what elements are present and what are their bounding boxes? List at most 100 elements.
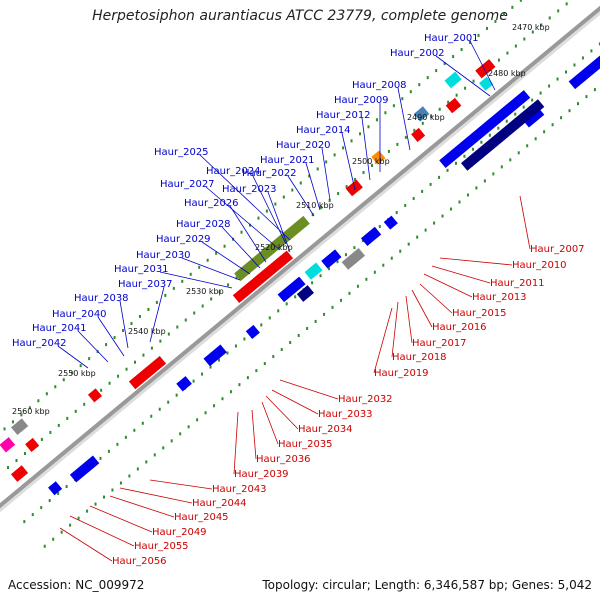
gene-label-haur_2018: Haur_2018: [392, 352, 447, 363]
tick-mark: [477, 33, 480, 37]
tick-mark: [86, 509, 89, 513]
tick-mark: [260, 323, 263, 327]
tick-mark: [274, 202, 277, 206]
leader-line: [411, 289, 433, 328]
leader-line: [431, 265, 491, 284]
tick-layer: [3, 0, 600, 548]
tick-mark: [107, 449, 110, 453]
kbp-label: 2540 kbp: [128, 327, 166, 336]
tick-mark: [43, 544, 46, 548]
tick-mark: [299, 181, 302, 185]
leader-line: [199, 154, 291, 241]
tick-mark: [130, 322, 133, 326]
kbp-label: 2550 kbp: [58, 369, 96, 378]
tick-mark: [497, 126, 500, 130]
tick-mark: [565, 2, 568, 6]
tick-mark: [314, 319, 317, 323]
tick-mark: [172, 286, 175, 290]
tick-mark: [71, 371, 74, 375]
tick-mark: [466, 193, 469, 197]
leader-line: [267, 191, 291, 253]
leader-line: [341, 132, 356, 191]
tick-mark: [201, 304, 204, 308]
leader-line: [305, 162, 321, 211]
leader-line: [221, 226, 261, 269]
tick-mark: [20, 413, 23, 417]
tick-mark: [367, 125, 370, 129]
gene-label-haur_2017: Haur_2017: [412, 338, 467, 349]
tick-mark: [57, 492, 60, 496]
gene-feature: [128, 355, 167, 390]
tick-mark: [198, 265, 201, 269]
tick-mark: [294, 295, 297, 299]
tick-mark: [196, 418, 199, 422]
tick-mark: [429, 182, 432, 186]
leader-line: [397, 87, 411, 151]
tick-mark: [454, 161, 457, 165]
tick-mark: [337, 192, 340, 196]
tick-mark: [399, 249, 402, 253]
gene-feature: [371, 150, 386, 165]
gene-feature: [479, 76, 494, 91]
tick-mark: [128, 474, 131, 478]
tick-mark: [509, 158, 512, 162]
tick-mark: [215, 251, 218, 255]
tick-mark: [370, 163, 373, 167]
leader-line: [159, 271, 233, 289]
tick-mark: [308, 174, 311, 178]
gene-feature: [383, 215, 398, 230]
tick-mark: [246, 376, 249, 380]
tick-mark: [223, 244, 226, 248]
tick-mark: [100, 388, 103, 392]
gene-label-haur_2035: Haur_2035: [278, 439, 333, 450]
tick-mark: [60, 530, 63, 534]
tick-mark: [551, 123, 554, 127]
kbp-label: 2560 kbp: [12, 407, 50, 416]
tick-mark: [585, 95, 588, 99]
gene-label-haur_2016: Haur_2016: [432, 322, 487, 333]
tick-mark: [475, 186, 478, 190]
leader-line: [59, 527, 113, 562]
gene-feature: [277, 276, 306, 303]
tick-mark: [136, 467, 139, 471]
tick-mark: [492, 172, 495, 176]
gene-feature: [341, 248, 366, 270]
tick-mark: [523, 37, 526, 41]
tick-mark: [354, 178, 357, 182]
tick-mark: [387, 149, 390, 153]
gene-label-haur_2021: Haur_2021: [260, 155, 315, 166]
gene-feature: [475, 59, 496, 79]
leader-line: [109, 495, 175, 518]
tick-mark: [540, 23, 543, 27]
tick-mark: [48, 499, 51, 503]
tick-mark: [353, 246, 356, 250]
tick-mark: [441, 214, 444, 218]
tick-mark: [116, 442, 119, 446]
tick-mark: [181, 279, 184, 283]
tick-mark: [517, 151, 520, 155]
label-layer: Haur_2001 Haur_2002 Haur_2008 Haur_2009 Haur…: [12, 33, 585, 567]
gene-feature: [413, 106, 430, 122]
tick-mark: [74, 409, 77, 413]
leader-line: [181, 257, 241, 281]
gene-feature: [234, 215, 310, 282]
leader-line: [519, 195, 531, 250]
tick-mark: [234, 344, 237, 348]
gene-feature: [0, 437, 16, 453]
kbp-label: 2470 kbp: [512, 23, 550, 32]
tick-mark: [99, 456, 102, 460]
tick-mark: [339, 298, 342, 302]
tick-mark: [348, 291, 351, 295]
accession-text: Accession: NC_009972: [8, 578, 145, 592]
leader-line: [149, 286, 165, 343]
tick-mark: [488, 133, 491, 137]
leader-line: [69, 515, 135, 547]
tick-mark: [66, 416, 69, 420]
tick-mark: [133, 360, 136, 364]
leader-line: [287, 175, 315, 217]
tick-mark: [210, 297, 213, 301]
tick-mark: [418, 83, 421, 87]
tick-mark: [556, 77, 559, 81]
tick-mark: [342, 146, 345, 150]
tick-mark: [311, 281, 314, 285]
